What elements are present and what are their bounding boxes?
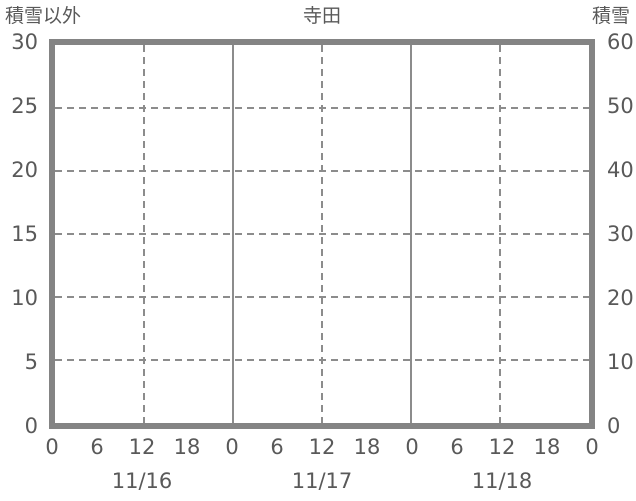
left-axis-title: 積雪以外 <box>5 5 82 27</box>
left-axis-tick-label: 5 <box>24 350 38 374</box>
gridline-vertical-dashed <box>143 45 145 423</box>
hour-tick-label: 0 <box>225 435 239 459</box>
right-axis-tick-label: 40 <box>607 158 634 182</box>
hour-tick-label: 0 <box>405 435 419 459</box>
hour-tick-label: 6 <box>450 435 464 459</box>
hour-tick-label: 18 <box>173 435 201 459</box>
hour-tick-label: 0 <box>585 435 599 459</box>
plot-gridlines <box>55 45 589 423</box>
hour-tick-label: 6 <box>270 435 284 459</box>
left-axis-tick-label: 20 <box>11 158 38 182</box>
hour-tick-label: 12 <box>128 435 156 459</box>
left-axis-tick-label: 15 <box>11 222 38 246</box>
date-label: 11/17 <box>291 469 353 493</box>
chart-title: 寺田 <box>302 5 341 27</box>
hour-tick-label: 6 <box>90 435 104 459</box>
left-axis-tick-label: 10 <box>11 286 38 310</box>
hour-tick-label: 18 <box>353 435 381 459</box>
hour-tick-label: 18 <box>533 435 561 459</box>
right-axis-title: 積雪 <box>591 5 630 27</box>
gridline-vertical-dashed <box>499 45 501 423</box>
gridline-vertical-solid <box>410 45 412 423</box>
right-axis-tick-label: 60 <box>607 30 634 54</box>
right-axis-tick-label: 30 <box>607 222 634 246</box>
gridline-vertical-solid <box>232 45 234 423</box>
hour-tick-label: 12 <box>488 435 516 459</box>
gridline-vertical-dashed <box>321 45 323 423</box>
left-axis-tick-label: 25 <box>11 94 38 118</box>
right-axis-tick-label: 0 <box>607 414 621 438</box>
left-axis-tick-label: 0 <box>24 414 38 438</box>
date-label: 11/16 <box>111 469 173 493</box>
right-axis-tick-label: 10 <box>607 350 634 374</box>
date-label: 11/18 <box>471 469 533 493</box>
left-axis-tick-label: 30 <box>11 30 38 54</box>
hour-tick-label: 12 <box>308 435 336 459</box>
right-axis-tick-label: 50 <box>607 94 634 118</box>
plot-area <box>49 39 595 429</box>
hour-tick-label: 0 <box>45 435 59 459</box>
right-axis-tick-label: 20 <box>607 286 634 310</box>
